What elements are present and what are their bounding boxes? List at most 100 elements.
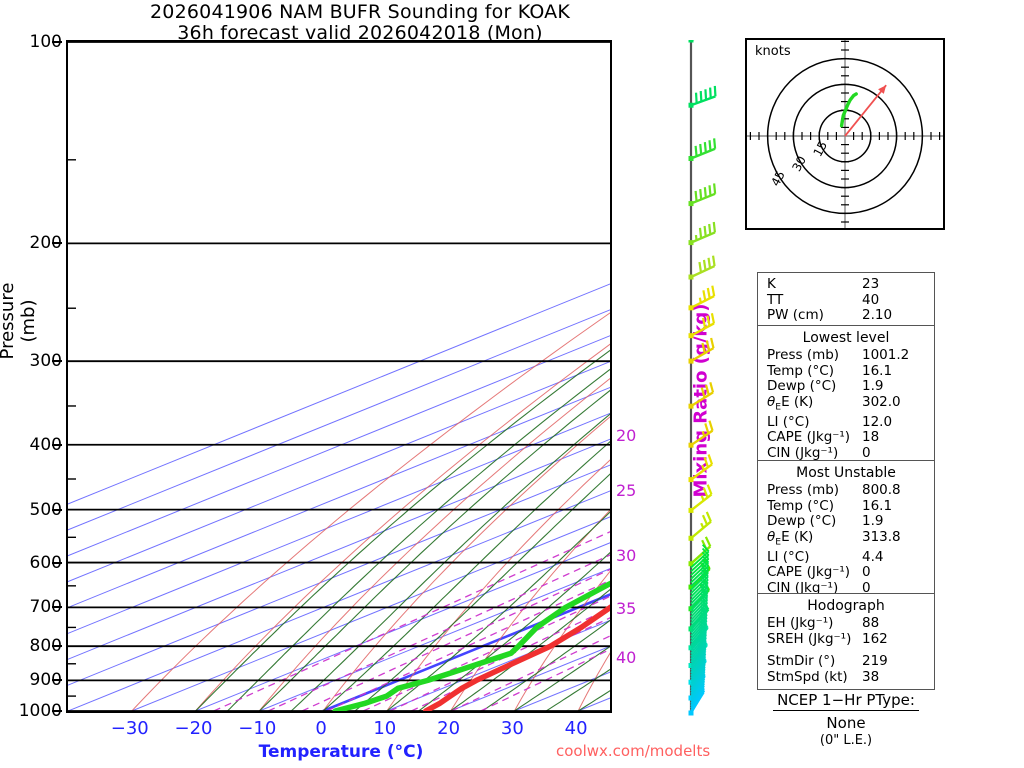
mixing-ratio-tick-30: 30 (616, 546, 637, 565)
pressure-tick-mark (52, 443, 62, 446)
wind-barb (688, 138, 717, 162)
temperature-tick--20: −20 (174, 718, 213, 739)
pressure-tick-mark (52, 645, 62, 648)
chart-title: 2026041906 NAM BUFR Sounding for KOAK 36… (0, 2, 720, 44)
stat-value: 0 (862, 579, 871, 596)
stat-row: θEE (K) 302.0 (758, 393, 934, 415)
stat-value: 38 (862, 668, 880, 685)
wind-barb (688, 255, 716, 280)
stat-key: StmDir (°) (767, 653, 836, 669)
stat-row: PW (cm) 2.10 (758, 307, 934, 324)
pressure-tick-300: 300 (29, 351, 62, 372)
stat-value: 18 (862, 429, 880, 446)
pressure-tick-1000: 1000 (18, 701, 62, 721)
stat-key: K (767, 276, 776, 292)
stat-row: StmDir (°) 219 (758, 653, 934, 670)
stat-value: 1001.2 (862, 347, 910, 363)
stat-value: 1.9 (862, 378, 884, 394)
stat-key: StmSpd (kt) (767, 668, 848, 685)
mixing-ratio-tick-20: 20 (616, 426, 637, 445)
temperature-tick-40: 40 (564, 718, 588, 739)
wind-barb (688, 20, 717, 43)
stat-row: Dewp (°C) 1.9 (758, 513, 934, 530)
stat-key: CIN (Jkg⁻¹) (767, 444, 839, 461)
stat-row: Temp (°C) 16.1 (758, 497, 934, 515)
pressure-tick-mark (52, 242, 62, 245)
hodograph-panel: 15 30 45 knots (745, 38, 945, 232)
wind-barb (688, 454, 714, 483)
stat-row: θEE (K) 313.8 (758, 528, 934, 550)
wind-barb (688, 183, 717, 207)
temperature-tick-30: 30 (500, 718, 524, 739)
pressure-tick-200: 200 (29, 233, 62, 254)
stat-key: SREH (Jkg⁻¹) (767, 630, 852, 647)
wind-barb (688, 85, 717, 108)
stat-section-heading: Lowest level (802, 330, 890, 346)
stat-row: CIN (Jkg⁻¹) 0 (758, 579, 934, 597)
stat-key: LI (°C) (767, 413, 810, 430)
stat-value: 4.4 (862, 548, 884, 565)
svg-text:15: 15 (811, 139, 831, 159)
ptype-block: NCEP 1−Hr PType: None (0" L.E.) (745, 690, 947, 748)
mixing-ratio-tick-25: 25 (616, 481, 637, 500)
summary-stats-box: K 23 TT 40 PW (cm) 2.10 (757, 272, 935, 329)
wind-barb (690, 544, 710, 569)
pressure-axis: 100 200 300 400 500 600 700 800 900 1000 (0, 32, 62, 721)
stat-value: 0 (862, 444, 871, 461)
stat-row: Dewp (°C) 1.9 (758, 378, 934, 395)
wind-barb (688, 382, 715, 409)
stat-row: Press (mb) 1001.2 (758, 347, 934, 364)
stat-value: 302.0 (862, 393, 901, 410)
stat-row: StmSpd (kt) 38 (758, 668, 934, 686)
pressure-tick-mark (52, 679, 62, 682)
skewt-diagram: 123468101520 (66, 40, 612, 713)
temperature-tick-0: 0 (315, 718, 327, 739)
wind-barb (690, 547, 710, 573)
temperature-axis: −30 −20 −10 0 10 20 30 40 (66, 716, 612, 742)
stat-value: 313.8 (862, 528, 901, 545)
temperature-axis-label: Temperature (°C) (258, 742, 424, 762)
stat-value: 40 (862, 291, 880, 308)
stat-row: Press (mb) 800.8 (758, 482, 934, 499)
stat-key: CAPE (Jkg⁻¹) (767, 564, 851, 581)
temperature-tick--30: −30 (110, 718, 149, 739)
stat-key: θEE (K) (767, 393, 814, 413)
stat-key: Temp (°C) (767, 497, 834, 514)
wind-barb (688, 285, 716, 311)
stat-key: Temp (°C) (767, 362, 834, 379)
stat-row: LI (°C) 12.0 (758, 413, 934, 431)
pressure-tick-900: 900 (29, 670, 62, 691)
stat-value: 23 (862, 276, 880, 292)
svg-text:30: 30 (789, 154, 809, 174)
mixing-ratio-axis: 20 25 30 35 40 (612, 40, 658, 713)
pressure-tick-500: 500 (29, 499, 62, 520)
wind-barb (688, 420, 714, 448)
stat-value: 1.9 (862, 513, 884, 529)
stat-value: 16.1 (862, 362, 893, 379)
stat-key: Dewp (°C) (767, 513, 837, 529)
pressure-tick-600: 600 (29, 552, 62, 573)
wind-barb (688, 337, 715, 364)
lowest-level-stats-box: Lowest level Press (mb) 1001.2 Temp (°C) 16.… (757, 325, 935, 467)
stat-row: Temp (°C) 16.1 (758, 362, 934, 380)
hodograph-trace (839, 92, 858, 128)
most-unstable-stats-box: Most Unstable Press (mb) 800.8 Temp (°C) 16.… (757, 460, 935, 602)
pressure-tick-400: 400 (29, 434, 62, 455)
wind-barb (688, 511, 712, 541)
stat-section-heading: Hodograph (807, 598, 885, 614)
stat-value: 800.8 (862, 482, 901, 498)
stat-key: LI (°C) (767, 548, 810, 565)
pressure-tick-mark (52, 710, 62, 712)
stat-key: EH (Jkg⁻¹) (767, 615, 834, 631)
hodograph-units-label: knots (755, 44, 791, 59)
wind-barb-canvas (688, 20, 717, 716)
stat-value: 12.0 (862, 413, 893, 430)
stat-key: CIN (Jkg⁻¹) (767, 579, 839, 596)
pressure-tick-100: 100 (29, 32, 62, 52)
wind-barb (688, 313, 716, 339)
ptype-liquid-equivalent: (0" L.E.) (819, 733, 873, 748)
stat-value: 219 (862, 653, 888, 669)
stat-key: Press (mb) (767, 482, 840, 498)
pressure-tick-mark (52, 360, 62, 363)
